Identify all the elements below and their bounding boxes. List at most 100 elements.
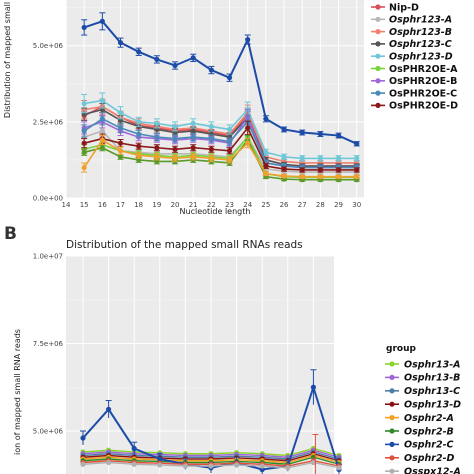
panel-a-x-tick-label: 15 [80, 201, 89, 209]
data-point [81, 24, 87, 31]
data-point [154, 120, 160, 126]
panel-b-plot-area [66, 256, 334, 474]
legend-key-point [375, 41, 381, 47]
series-line [83, 108, 357, 167]
data-point [281, 126, 287, 133]
legend-item-osphr123-b: Osphr123-B [371, 27, 452, 38]
data-point [226, 126, 233, 133]
data-point [117, 40, 124, 46]
data-point [136, 131, 142, 137]
series-osphr123-d [81, 92, 360, 162]
series-line [84, 99, 357, 160]
legend-key-point [375, 53, 381, 59]
data-point [99, 128, 105, 134]
legend-key-point [375, 29, 381, 35]
data-point [81, 164, 87, 171]
legend-label: Osphr2-C [404, 440, 454, 451]
data-point [208, 136, 214, 142]
legend-item-osphr13-c: Osphr13-C [385, 386, 460, 397]
data-point [335, 155, 342, 161]
series-line [83, 138, 357, 181]
data-point [99, 116, 105, 122]
panel-b-y-tick-label: 5.0e+06 [33, 428, 64, 436]
data-point [117, 110, 124, 116]
data-point [208, 123, 214, 130]
panel-b-y-axis-label: ion of mapped small RNA reads [13, 329, 22, 455]
data-point [226, 139, 233, 145]
panel-b: Distribution of the mapped small RNAs re… [13, 239, 461, 474]
data-point [281, 154, 287, 160]
legend-label: Osphr13-D [404, 400, 461, 411]
data-point [154, 56, 160, 63]
data-point [335, 132, 342, 139]
data-point [117, 148, 124, 154]
data-point [80, 435, 86, 441]
panel-a-x-tick-label: 21 [189, 201, 198, 209]
data-point [310, 384, 316, 390]
data-point [208, 463, 214, 469]
panel-a-x-tick-label: 26 [280, 201, 289, 209]
panel-a-x-tick-label: 23 [225, 201, 234, 209]
panel-b-title: Distribution of the mapped small RNAs re… [66, 239, 303, 251]
data-point [317, 155, 323, 161]
data-point [226, 157, 233, 163]
legend-item-osphr2-a: Osphr2-A [385, 413, 454, 424]
data-point [354, 174, 360, 180]
data-point [136, 143, 142, 149]
legend-item-osphr2oe-c: OsPHR2OE-C [371, 88, 457, 99]
legend-label: Osphr13-A [404, 359, 461, 370]
data-point [172, 155, 178, 161]
legend-item-osphr2oe-a: OsPHR2OE-A [371, 64, 458, 75]
data-point [190, 145, 196, 151]
data-point [172, 62, 178, 69]
panel-a-y-axis-label: Distribution of mapped small [3, 2, 12, 118]
data-point [154, 154, 160, 160]
data-point [131, 461, 137, 467]
legend-key-point [389, 361, 395, 367]
panel-b-legend: Osphr13-A Osphr13-B Osphr13-C Osphr13-D Osph… [385, 359, 461, 474]
data-point [299, 155, 305, 161]
data-point [263, 149, 269, 155]
panel-a-x-tick-label: 29 [334, 201, 343, 209]
legend-key-point [375, 4, 381, 10]
legend-label: Nip-D [389, 2, 419, 13]
panel-a-plot-area [66, 0, 364, 198]
panel-a-x-tick-label: 28 [316, 201, 325, 209]
series-osspx12-a [80, 459, 342, 471]
data-point [208, 67, 214, 73]
panel-a: 0.0e+00 2.5e+06 5.0e+06 14 15 16 17 18 19 20 21 22… [3, 0, 458, 216]
legend-key-point [389, 388, 395, 394]
panel-b-label: B [4, 224, 17, 244]
data-point [172, 123, 178, 130]
data-point [81, 128, 87, 134]
legend-key-point [375, 78, 381, 84]
data-point [317, 167, 323, 173]
panel-b-gridlines [66, 255, 340, 474]
legend-key-point [375, 16, 381, 22]
data-point [117, 125, 124, 131]
legend-item-osphr123-c: Osphr123-C [371, 39, 452, 50]
data-point [157, 462, 163, 468]
panel-a-y-tick-label: 5.0e+06 [33, 42, 64, 50]
data-point [117, 154, 124, 160]
data-point [245, 140, 251, 146]
legend-label: Osphr13-B [404, 373, 460, 384]
data-point [354, 141, 360, 147]
panel-b-legend-title: group [386, 344, 416, 354]
data-point [299, 174, 305, 180]
series-osphr2oe-d [81, 120, 360, 173]
series-line [83, 117, 357, 169]
panel-a-x-ticks: 14 15 16 17 18 19 20 21 22 23 24 25 26 27 28 29 30 [62, 201, 362, 209]
data-point [131, 445, 137, 452]
legend-label: Osphr2-A [404, 413, 454, 424]
data-point [80, 461, 86, 467]
legend-item-osphr13-d: Osphr13-D [385, 400, 461, 411]
legend-label: Osphr2-B [404, 426, 454, 437]
legend-item-osphr123-d: Osphr123-D [371, 52, 453, 63]
series-line [84, 105, 357, 164]
legend-label: Osphr123-B [389, 27, 452, 38]
legend-key-point [389, 441, 395, 447]
data-point [245, 125, 251, 131]
data-point [154, 145, 160, 151]
